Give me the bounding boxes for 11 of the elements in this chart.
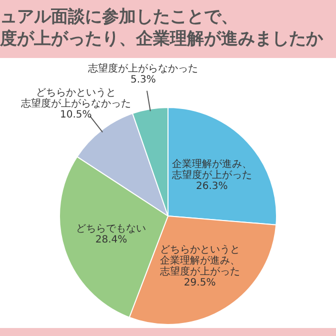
slice-label: 志望度が上がらなかった <box>88 62 198 74</box>
data-label: 10.5% <box>60 110 92 121</box>
slice-label: どちらかというと志望度が上がらなかった <box>20 88 131 110</box>
slice-label: どちらかというと企業理解が進み、志望度が上がった <box>160 244 240 278</box>
data-label: 29.5% <box>184 278 216 289</box>
data-label: 26.3% <box>196 181 228 192</box>
slice-label: 企業理解が進み、志望度が上がった <box>172 158 252 182</box>
slice-label: どちらでもない <box>76 224 146 235</box>
data-label: 5.3% <box>130 74 156 86</box>
data-label: 28.4% <box>95 234 128 246</box>
chart-title: ュアル面談に参加したことで、度が上がったり、企業理解が進みましたか <box>0 6 324 51</box>
